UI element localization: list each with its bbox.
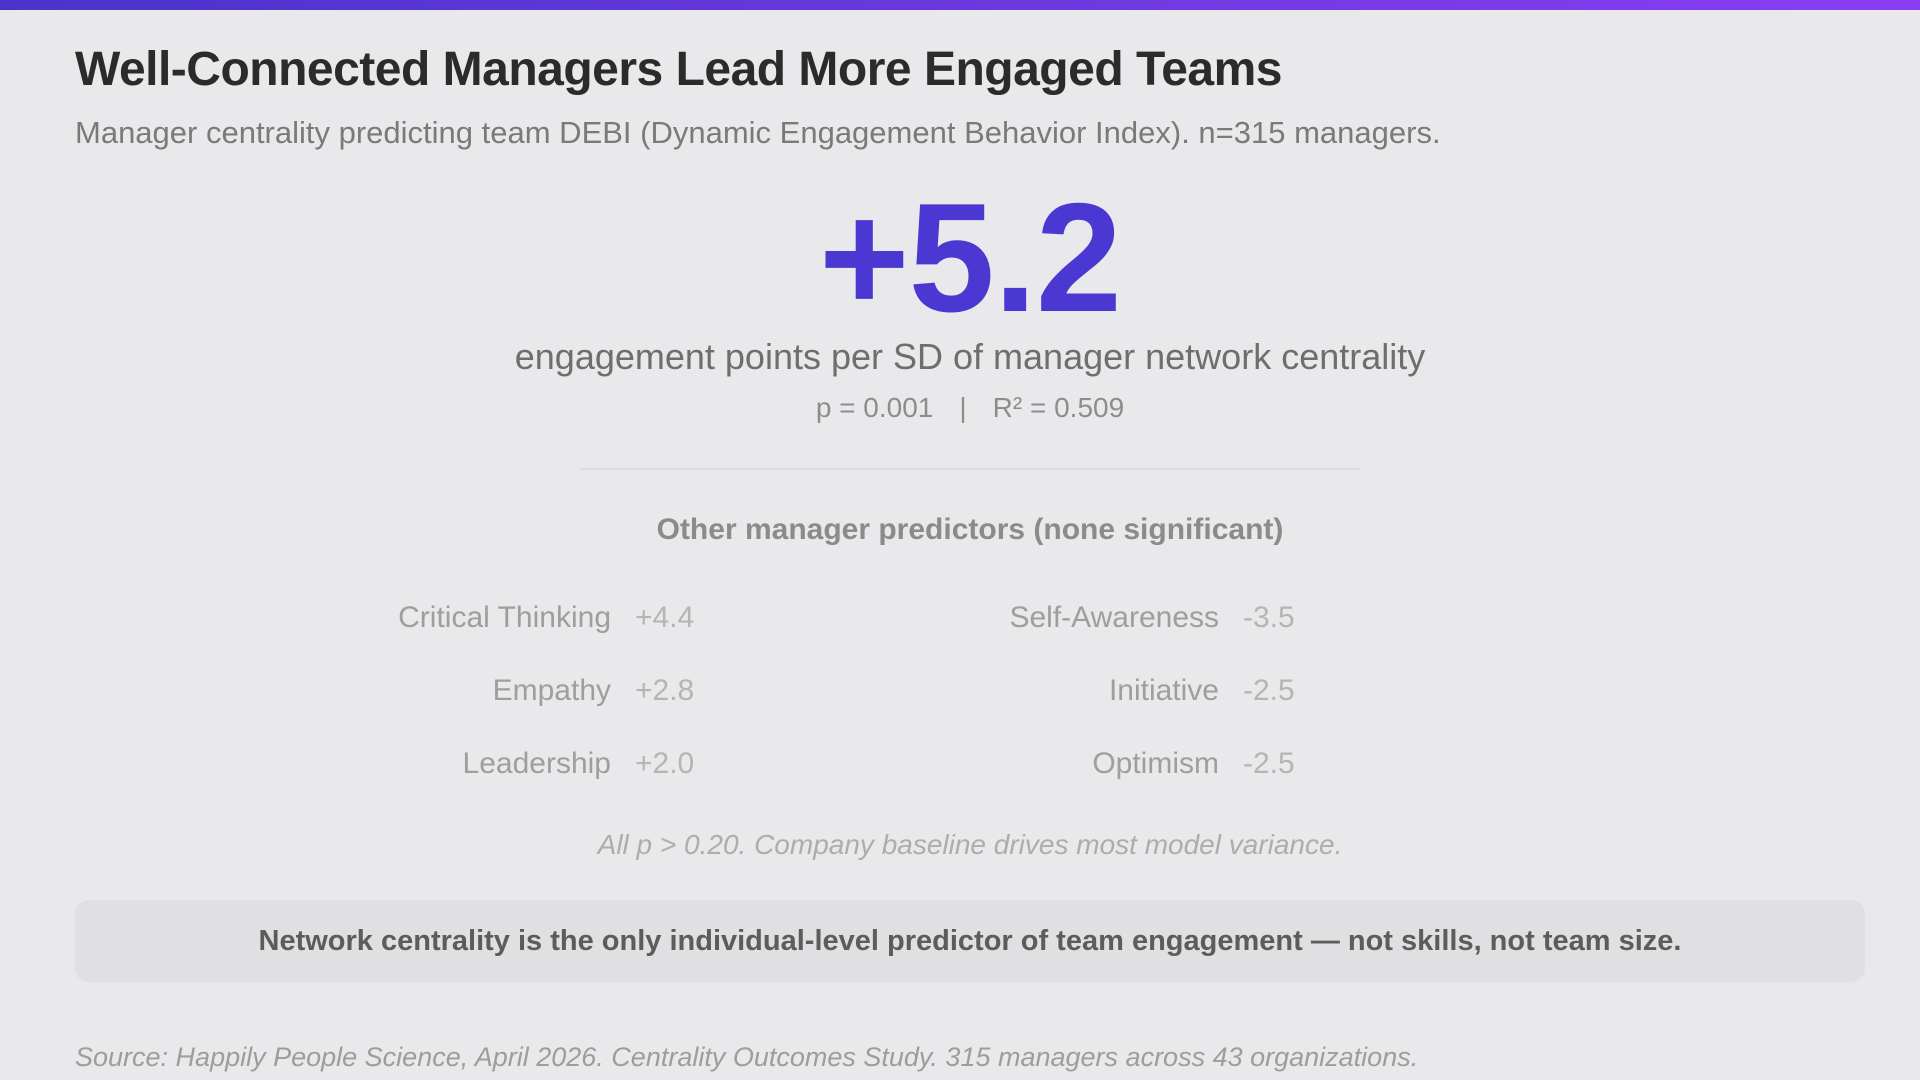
predictor-label: Optimism xyxy=(1092,747,1219,781)
predictors-footnote: All p > 0.20. Company baseline drives mo… xyxy=(597,829,1343,861)
grid-spacer xyxy=(749,746,895,782)
predictor-value: -2.5 xyxy=(1243,747,1295,781)
page-subtitle: Manager centrality predicting team DEBI … xyxy=(75,114,1441,150)
accent-top-bar xyxy=(0,0,1920,10)
predictor-label: Initiative xyxy=(1108,674,1219,708)
key-takeaway-callout: Network centrality is the only individua… xyxy=(75,899,1865,983)
predictor-value: +2.8 xyxy=(635,674,695,708)
predictor-value: -2.5 xyxy=(1243,674,1295,708)
grid-spacer xyxy=(749,600,895,636)
predictor-label: Leadership xyxy=(462,747,611,781)
section-divider xyxy=(580,468,1360,471)
headline-statistic-unit: engagement points per SD of manager netw… xyxy=(514,336,1426,378)
p-value: p = 0.001 xyxy=(815,391,934,423)
page-title: Well-Connected Managers Lead More Engage… xyxy=(75,43,1283,96)
grid-spacer xyxy=(749,673,895,709)
predictor-label: Critical Thinking xyxy=(398,601,611,635)
r-squared-value: R² = 0.509 xyxy=(992,391,1125,423)
infographic-body: Well-Connected Managers Lead More Engage… xyxy=(0,10,1920,1074)
predictor-label: Empathy xyxy=(492,674,611,708)
other-predictors-heading: Other manager predictors (none significa… xyxy=(656,513,1284,547)
predictor-value: -3.5 xyxy=(1243,601,1295,635)
source-attribution: Source: Happily People Science, April 20… xyxy=(75,1042,1419,1073)
stats-separator: | xyxy=(959,391,967,423)
predictor-label: Self-Awareness xyxy=(1009,601,1219,635)
key-takeaway-text: Network centrality is the only individua… xyxy=(258,924,1682,957)
headline-statistic: +5.2 xyxy=(819,171,1122,345)
other-predictors-grid: Critical Thinking +4.4 Self-Awareness -3… xyxy=(311,600,1333,782)
predictor-value: +2.0 xyxy=(635,747,695,781)
predictor-value: +4.4 xyxy=(635,601,695,635)
model-stats-line: p = 0.001 | R² = 0.509 xyxy=(75,391,1865,425)
